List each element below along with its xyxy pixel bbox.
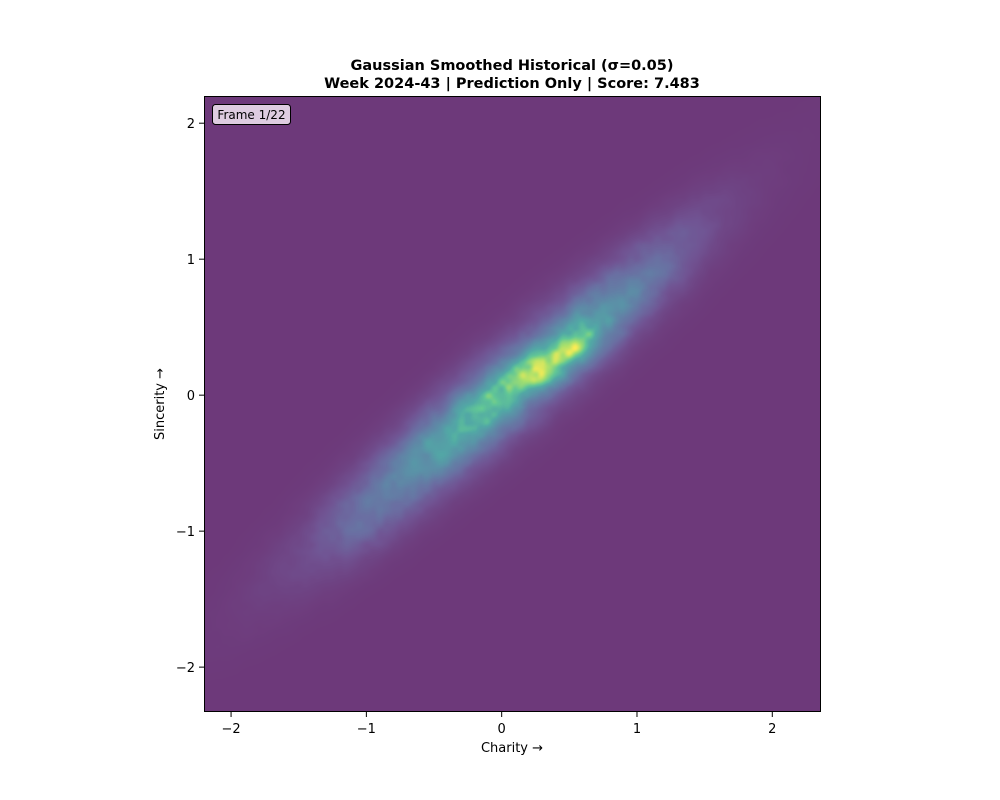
- x-tick-label: 0: [498, 722, 506, 737]
- x-axis-label: Charity →: [481, 741, 543, 756]
- x-tick-label: −2: [221, 722, 240, 737]
- x-axis-ticks: −2 −1 0 1 2: [221, 712, 776, 737]
- x-tick-label: 2: [768, 722, 776, 737]
- plot-frame: [204, 96, 821, 712]
- y-tick-label: 1: [187, 253, 195, 268]
- frame-indicator: Frame 1/22: [212, 104, 291, 125]
- y-tick-label: −2: [176, 661, 195, 676]
- heatmap-surface: [204, 96, 821, 712]
- y-tick-label: 2: [187, 117, 195, 132]
- x-tick-label: −1: [357, 722, 376, 737]
- frame-indicator-box: [212, 104, 291, 125]
- chart-title-line-2: Week 2024-43 | Prediction Only | Score: …: [324, 76, 700, 92]
- y-axis-ticks: −2 −1 0 1 2: [176, 117, 204, 676]
- y-tick-label: 0: [187, 389, 195, 404]
- x-tick-label: 1: [633, 722, 641, 737]
- chart-title-line-1: Gaussian Smoothed Historical (σ=0.05): [350, 58, 673, 74]
- y-axis-label: Sincerity →: [153, 368, 168, 440]
- y-tick-label: −1: [176, 525, 195, 540]
- frame-indicator-label: Frame 1/22: [217, 108, 285, 122]
